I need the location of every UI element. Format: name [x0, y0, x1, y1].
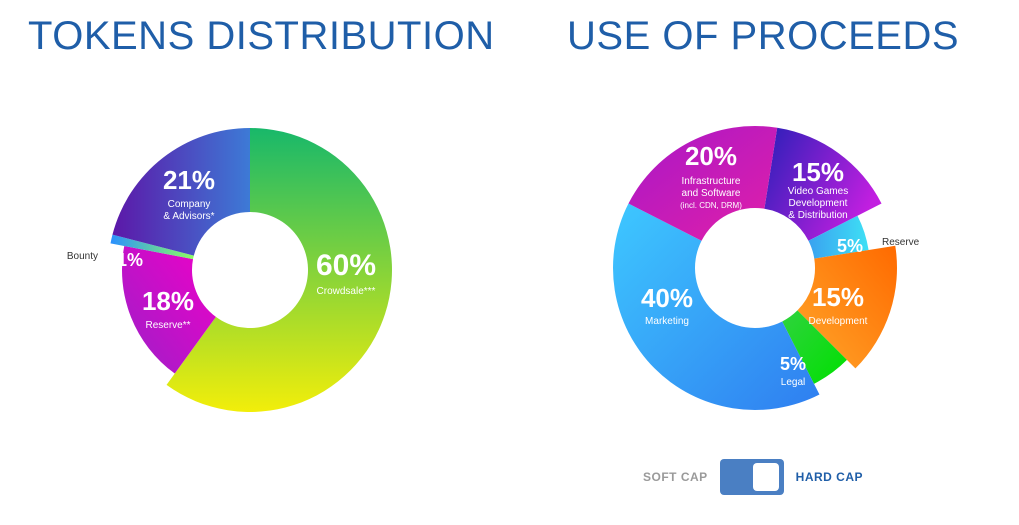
- tokens-category-label-2: Bounty: [67, 251, 98, 262]
- proceeds-category-label-1: Reserve: [882, 237, 920, 248]
- soft-cap-label[interactable]: SOFT CAP: [643, 470, 708, 484]
- tokens-value-label-1: 18%: [142, 286, 194, 316]
- tokens-category-label-3-1: & Advisors*: [163, 211, 214, 222]
- proceeds-value-label-3: 5%: [780, 354, 806, 374]
- proceeds-value-label-4: 40%: [641, 283, 693, 313]
- proceeds-slice-4: [612, 203, 820, 410]
- tokens-slice-1: [122, 246, 216, 374]
- toggle-knob[interactable]: [752, 463, 779, 491]
- proceeds-slice-1: [808, 215, 869, 259]
- cap-toggle-switch[interactable]: [719, 459, 784, 495]
- proceeds-category-label-5-2: (incl. CDN, DRM): [680, 201, 742, 210]
- use-of-proceeds-title: USE OF PROCEEDS: [567, 14, 960, 58]
- proceeds-category-label-2-0: Development: [809, 316, 868, 327]
- proceeds-category-label-0-0: Video Games: [788, 186, 848, 197]
- proceeds-slice-0: [764, 127, 882, 241]
- tokens-category-label-3-0: Company: [168, 199, 211, 210]
- proceeds-category-label-0-1: Development: [789, 198, 848, 209]
- tokens-slice-2: [110, 234, 194, 260]
- tokens-category-label-0-0: Crowdsale***: [317, 286, 376, 297]
- tokens-value-label-0: 60%: [316, 249, 376, 282]
- tokens-distribution-chart: 60% Crowdsale*** 18% Reserve** 1% Bounty 21% Co…: [67, 128, 393, 413]
- proceeds-value-label-1: 5%: [837, 236, 863, 256]
- proceeds-value-label-2: 15%: [812, 282, 864, 312]
- proceeds-slice-2: [797, 245, 897, 369]
- tokens-slice-0: [166, 128, 393, 413]
- proceeds-category-label-5-1: and Software: [682, 188, 741, 199]
- proceeds-slice-5: [628, 125, 778, 241]
- tokens-distribution-title: TOKENS DISTRIBUTION: [28, 14, 495, 58]
- tokens-category-label-1-0: Reserve**: [145, 320, 190, 331]
- proceeds-category-label-5-0: Infrastructure: [682, 176, 741, 187]
- proceeds-value-label-0: 15%: [792, 157, 844, 187]
- proceeds-slice-3: [782, 310, 847, 384]
- tokens-value-label-2: 1%: [117, 250, 143, 270]
- proceeds-value-label-5: 20%: [685, 141, 737, 171]
- proceeds-category-label-3-0: Legal: [781, 377, 805, 388]
- proceeds-category-label-4-0: Marketing: [645, 316, 689, 327]
- hard-cap-label[interactable]: HARD CAP: [795, 470, 864, 484]
- tokens-slice-3: [112, 128, 251, 256]
- cap-toggle-group: SOFT CAP HARD CAP: [643, 458, 863, 496]
- tokens-value-label-3: 21%: [163, 165, 215, 195]
- proceeds-category-label-0-2: & Distribution: [788, 210, 847, 221]
